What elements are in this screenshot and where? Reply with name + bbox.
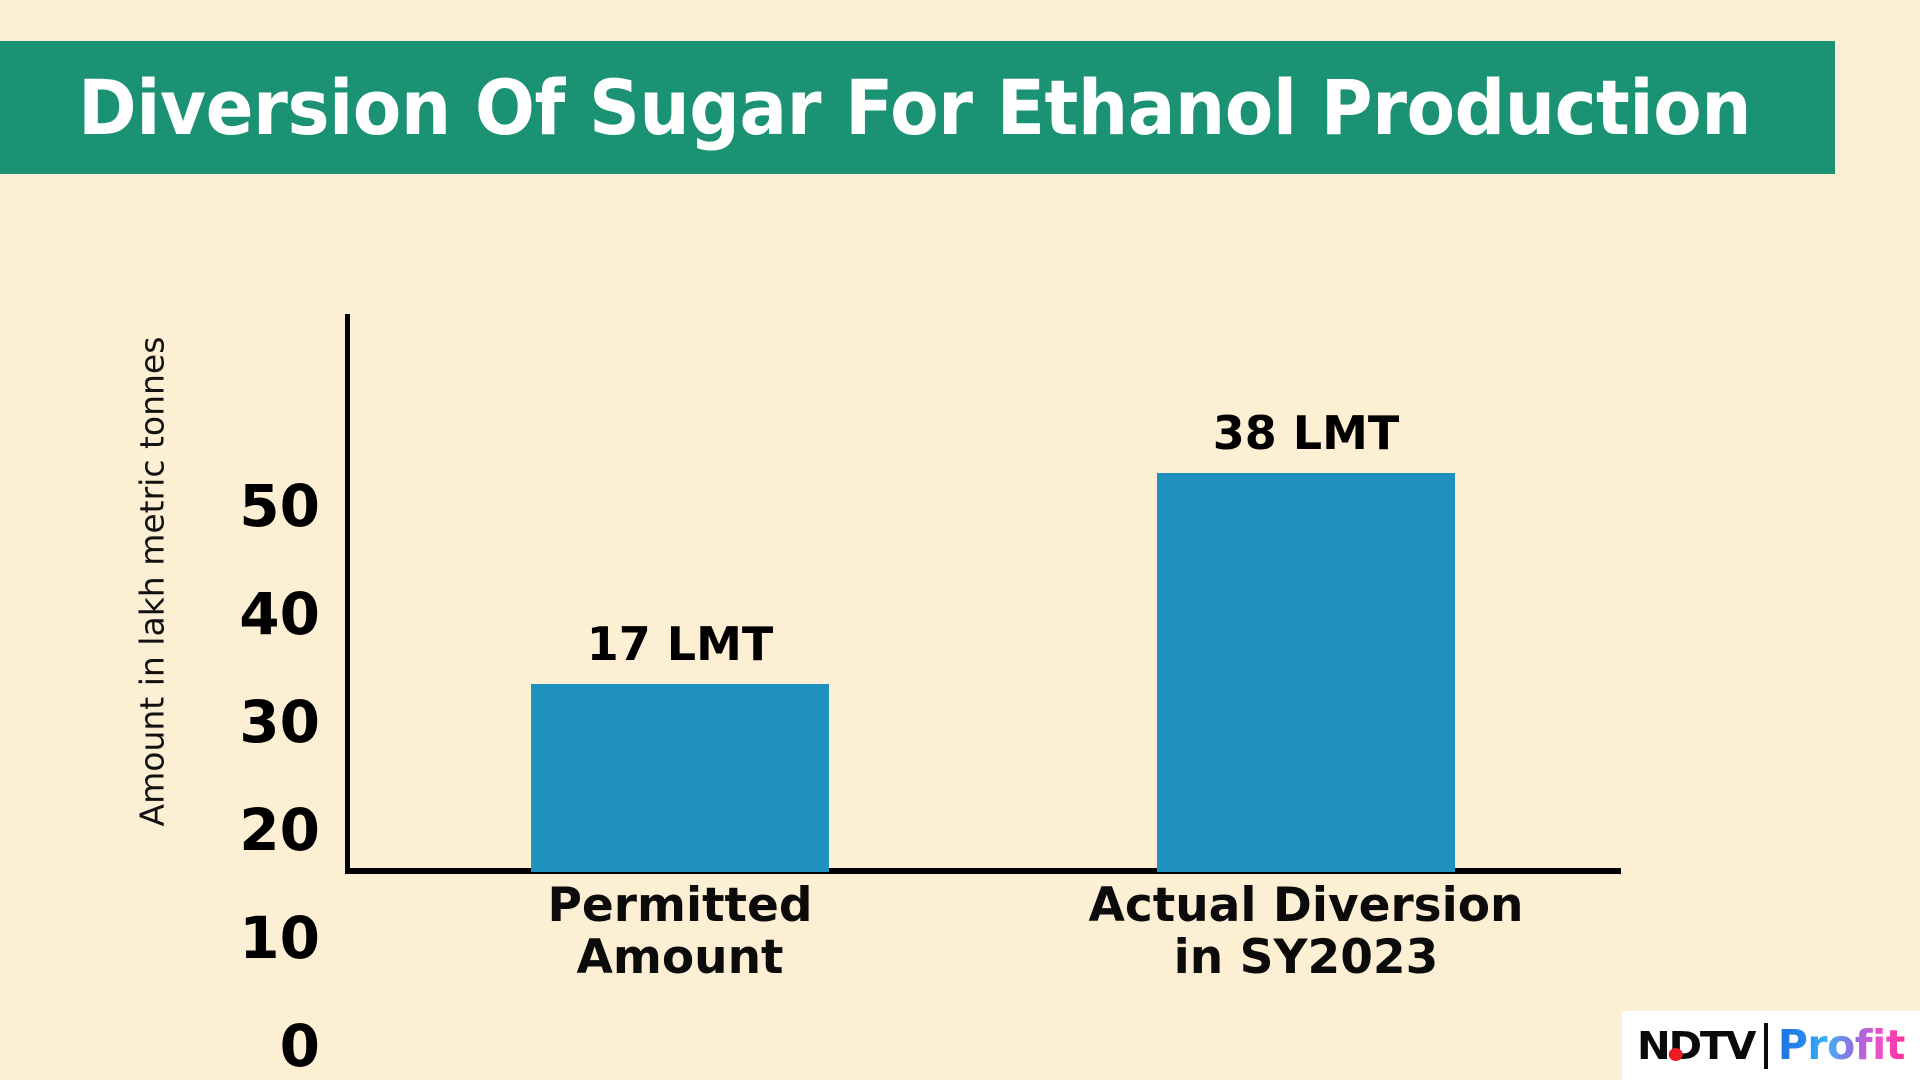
x-category-label-line2: in SY2023	[1173, 929, 1439, 985]
y-tick-label: 0	[279, 1012, 320, 1080]
y-tick-label: 30	[239, 688, 320, 756]
y-tick-label: 20	[239, 796, 320, 864]
logo-profit-text: Profit	[1777, 1021, 1905, 1069]
x-category-label-actual-diversion: Actual Diversion in SY2023	[1088, 880, 1523, 983]
page-title: Diversion Of Sugar For Ethanol Productio…	[78, 63, 1752, 152]
logo-divider	[1763, 1022, 1768, 1069]
bar-group-actual-diversion: 38 LMT Actual Diversion in SY2023	[1088, 174, 1523, 983]
bar-value-label: 17 LMT	[586, 617, 774, 671]
x-category-label-line1: Permitted	[547, 878, 813, 933]
logo-ndtv-label: NDTV	[1637, 1023, 1756, 1068]
bar-actual-diversion[interactable]	[1157, 473, 1455, 872]
y-tick-label: 40	[239, 580, 320, 648]
plot-region: 17 LMT Permitted Amount 38 LMT Actual Di…	[350, 174, 1621, 983]
bar-value-label: 38 LMT	[1212, 406, 1400, 460]
y-axis-line	[345, 314, 350, 872]
y-axis-title: Amount in lakh metric tonnes	[132, 336, 172, 827]
x-category-label-line1: Actual Diversion	[1088, 878, 1524, 933]
x-category-label-line2: Amount	[576, 929, 784, 985]
ndtv-profit-logo[interactable]: NDTV Profit	[1622, 1011, 1920, 1080]
logo-red-dot-icon	[1668, 1047, 1683, 1061]
x-category-label-permitted-amount: Permitted Amount	[547, 880, 812, 983]
x-axis-line	[345, 868, 1621, 874]
bar-permitted-amount[interactable]	[531, 684, 829, 872]
bar-group-permitted-amount: 17 LMT Permitted Amount	[531, 174, 829, 983]
logo-inner: NDTV Profit	[1637, 1021, 1905, 1069]
title-banner: Diversion Of Sugar For Ethanol Productio…	[0, 41, 1835, 174]
y-tick-label: 50	[239, 472, 320, 540]
y-axis-tick-labels: 50 40 30 20 10 0	[200, 174, 320, 1080]
y-tick-label: 10	[239, 904, 320, 972]
bar-chart: Amount in lakh metric tonnes 50 40 30 20…	[0, 174, 1920, 1080]
logo-ndtv-text: NDTV	[1637, 1023, 1756, 1068]
